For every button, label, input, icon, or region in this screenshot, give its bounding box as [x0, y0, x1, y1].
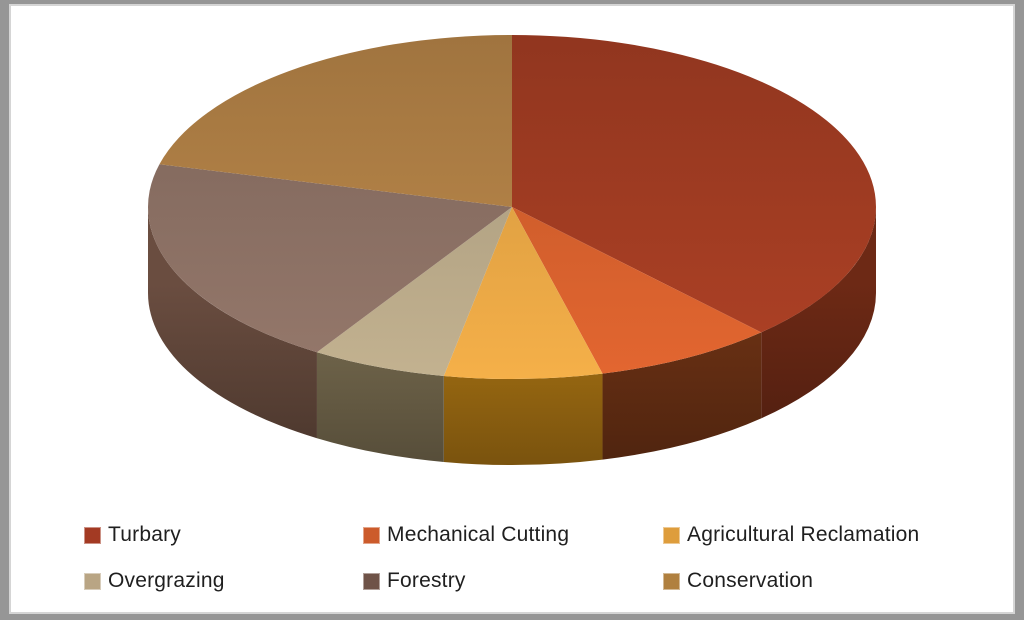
- pie-slice-mechanical-cutting[interactable]: [512, 207, 762, 374]
- legend-item-conservation[interactable]: Conservation: [663, 570, 813, 592]
- legend-item-forestry[interactable]: Forestry: [363, 570, 466, 592]
- legend-swatch-turbary: [84, 526, 101, 544]
- pie-slice-agricultural-reclamation-side: [443, 373, 603, 465]
- pie-slice-conservation[interactable]: [159, 35, 512, 207]
- legend-label-overgrazing: Overgrazing: [108, 569, 225, 592]
- legend-item-mechanical-cutting[interactable]: Mechanical Cutting: [363, 524, 569, 546]
- legend-item-overgrazing[interactable]: Overgrazing: [84, 570, 225, 592]
- pie-slice-forestry-side: [148, 207, 317, 439]
- legend-label-forestry: Forestry: [387, 569, 466, 592]
- legend-label-agricultural-reclamation: Agricultural Reclamation: [687, 523, 920, 546]
- pie-slice-overgrazing-side: [316, 352, 444, 462]
- legend-swatch-overgrazing: [84, 572, 101, 590]
- pie-slice-turbary[interactable]: [512, 35, 876, 333]
- legend-item-agricultural-reclamation[interactable]: Agricultural Reclamation: [663, 524, 919, 546]
- legend-item-turbary[interactable]: Turbary: [84, 524, 181, 546]
- pie-slice-forestry[interactable]: [147, 164, 512, 353]
- legend-swatch-conservation: [663, 572, 680, 590]
- legend-swatch-agricultural-reclamation: [663, 526, 680, 544]
- pie-slice-overgrazing[interactable]: [316, 207, 512, 376]
- legend-label-mechanical-cutting: Mechanical Cutting: [387, 523, 570, 546]
- pie-slice-turbary-side: [761, 207, 876, 419]
- pie-slice-agricultural-reclamation[interactable]: [443, 207, 603, 379]
- pie-slice-mechanical-cutting-side: [602, 332, 762, 460]
- legend-label-turbary: Turbary: [108, 523, 181, 546]
- legend-swatch-mechanical-cutting: [363, 526, 380, 544]
- legend-label-conservation: Conservation: [687, 569, 814, 592]
- legend-swatch-forestry: [363, 572, 380, 590]
